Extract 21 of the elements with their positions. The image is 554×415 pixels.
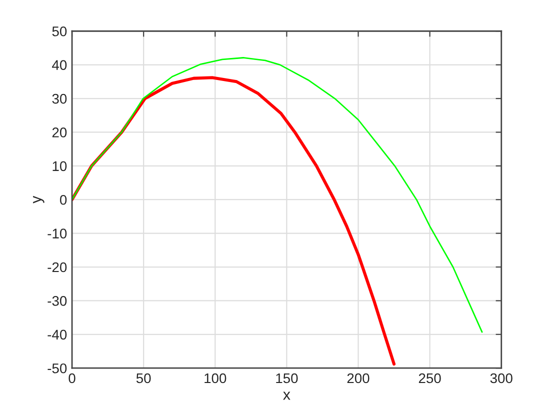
line-series [72,57,483,333]
x-tick-label: 200 [347,373,370,384]
y-tick-label: 20 [52,128,67,138]
y-tick-label: -40 [48,330,67,340]
y-tick-label: 50 [52,26,67,36]
y-tick-label: -20 [48,262,67,272]
y-tick-label: 40 [52,60,67,70]
y-axis-title: y [33,196,44,204]
x-tick-label: 100 [204,373,226,384]
y-tick-label: 30 [52,94,67,104]
y-tick-label: 0 [60,194,67,205]
y-tick-label: -30 [48,296,67,306]
y-tick-label: -10 [48,228,67,238]
x-tick-label: 250 [418,373,441,384]
y-tick-label: 10 [52,161,67,172]
x-tick-label: 50 [136,373,151,384]
x-axis-title: x [283,392,290,400]
x-tick-label: 300 [490,373,512,384]
x-tick-label: 0 [68,373,76,384]
x-tick-label: 150 [276,373,298,384]
y-tick-label: -50 [48,363,67,374]
